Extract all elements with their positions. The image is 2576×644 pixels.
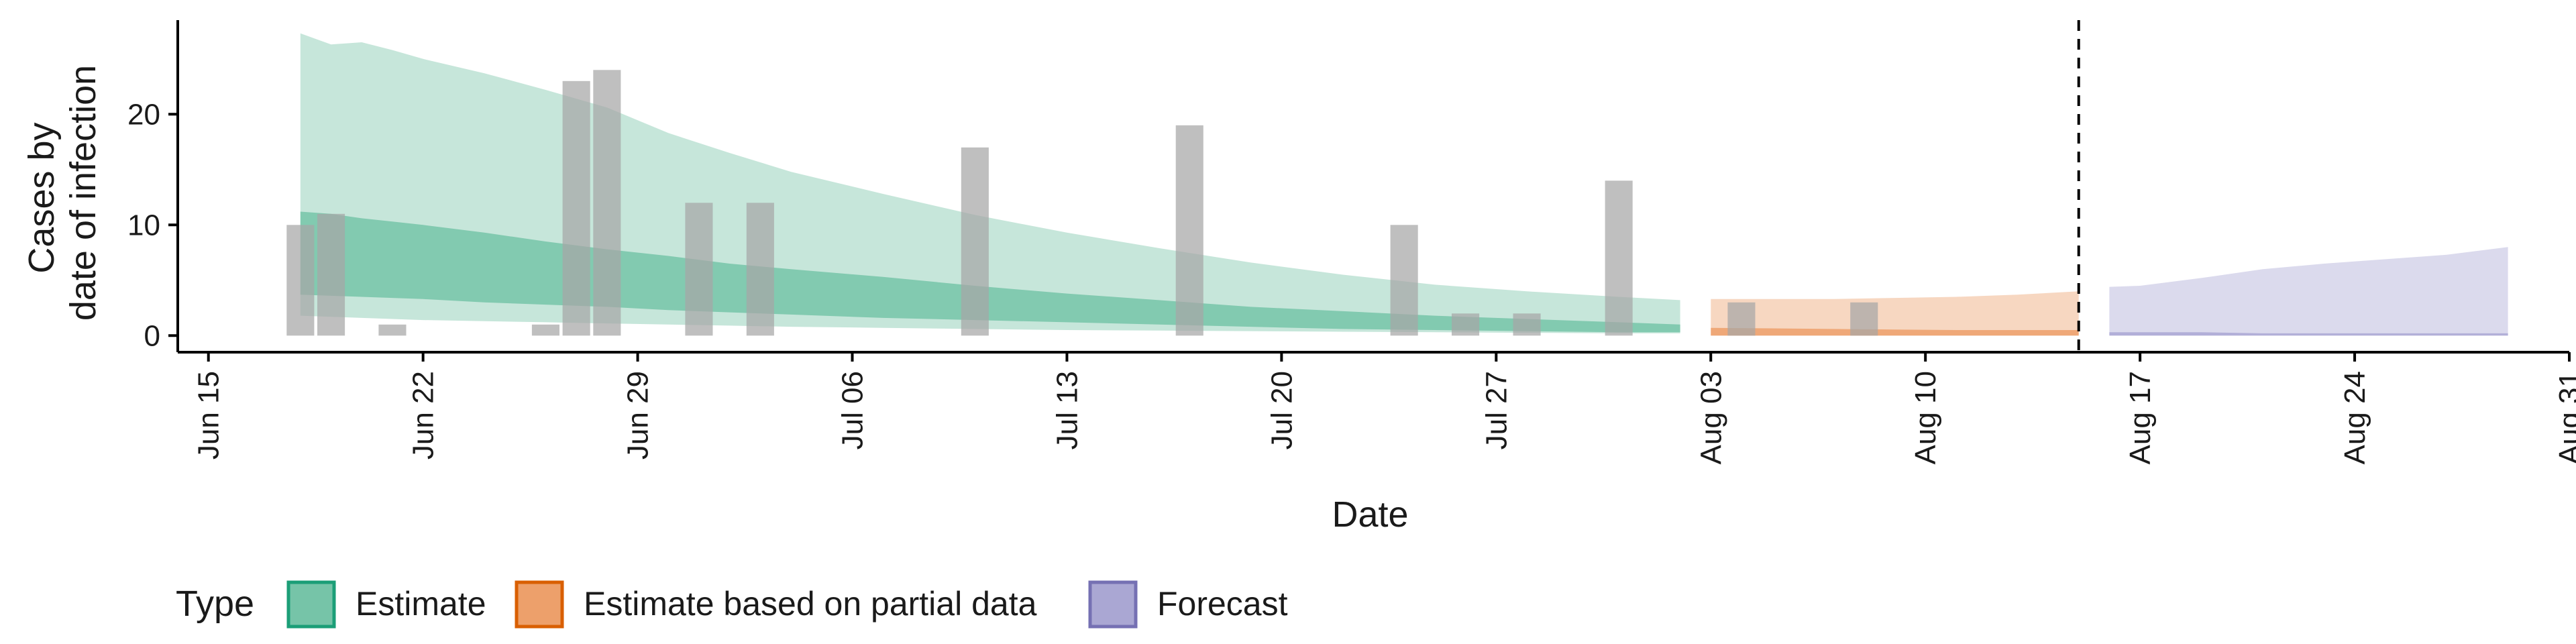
observed-case-bar	[1850, 302, 1878, 336]
observed-case-bar	[746, 203, 774, 336]
estimate-based-on-partial-data-outer-band	[1711, 291, 2079, 336]
y-tick-label: 10	[127, 209, 160, 241]
observed-case-bar	[1175, 125, 1203, 336]
observed-case-bar	[1390, 225, 1418, 336]
legend-label: Estimate	[356, 585, 486, 623]
x-tick-label: Jun 29	[622, 371, 655, 460]
observed-case-bar	[286, 225, 315, 336]
observed-case-bar	[593, 70, 621, 336]
estimate-bands	[300, 33, 2508, 336]
legend-entry-estimate-based-on-partial-data: Estimate based on partial data	[515, 580, 1037, 629]
legend-entry-estimate: Estimate	[286, 580, 486, 629]
x-tick-label: Aug 31	[2553, 371, 2576, 464]
y-axis-title-line-2: date of infection	[63, 65, 103, 321]
legend-swatch	[286, 580, 336, 629]
observed-case-bar	[1727, 302, 1756, 336]
x-tick-label: Jul 20	[1265, 371, 1298, 449]
x-tick-label: Aug 10	[1909, 371, 1942, 464]
estimate-inner-band	[300, 211, 1680, 333]
axes: 0 10 20 Jun 15 Jun 22 Jun 29 Jul 06 Jul 13 Jul …	[127, 20, 2576, 464]
forecast-outer-band	[2109, 247, 2508, 336]
legend-label: Forecast	[1157, 585, 1288, 623]
y-axis-title: Cases by date of infection	[21, 65, 103, 321]
x-tick-label: Aug 17	[2124, 371, 2157, 464]
observed-case-bar	[378, 324, 407, 336]
observed-case-bar	[1605, 180, 1633, 336]
legend: Type Estimate Estimate based on partial d…	[176, 580, 1288, 629]
y-tick-label: 0	[144, 319, 160, 352]
observed-case-bar	[1513, 313, 1541, 336]
observed-case-bar	[1452, 313, 1480, 336]
x-tick-label: Aug 03	[1695, 371, 1727, 464]
legend-swatch	[515, 580, 564, 629]
x-tick-label: Aug 24	[2339, 371, 2371, 464]
x-tick-label: Jul 06	[837, 371, 869, 449]
observed-case-bar	[961, 147, 989, 336]
forecast-inner-band	[2109, 332, 2508, 336]
y-axis-title-line-1: Cases by	[21, 122, 62, 273]
x-tick-label: Jul 13	[1051, 371, 1083, 449]
legend-swatch	[1088, 580, 1138, 629]
x-tick-label: Jun 15	[193, 371, 225, 460]
legend-entry-forecast: Forecast	[1088, 580, 1288, 629]
legend-title: Type	[176, 584, 254, 624]
observed-case-bar	[685, 203, 713, 336]
legend-label: Estimate based on partial data	[584, 585, 1037, 623]
x-axis-title: Date	[1332, 494, 1408, 535]
estimate-based-on-partial-data-inner-band	[1711, 327, 2079, 336]
observed-case-bar	[562, 80, 590, 336]
legend-entries: Estimate Estimate based on partial data Fo…	[286, 580, 1288, 629]
x-tick-label: Jul 27	[1480, 371, 1513, 449]
x-tick-label: Jun 22	[407, 371, 440, 460]
observed-case-bar	[531, 324, 559, 336]
x-axis-ticks: Jun 15 Jun 22 Jun 29 Jul 06 Jul 13 Jul 20 Jul …	[193, 352, 2576, 464]
y-axis-ticks: 0 10 20	[127, 98, 178, 352]
observed-case-bars	[286, 70, 1878, 336]
observed-case-bar	[317, 213, 345, 336]
plot-area	[286, 20, 2508, 352]
y-tick-label: 20	[127, 98, 160, 131]
